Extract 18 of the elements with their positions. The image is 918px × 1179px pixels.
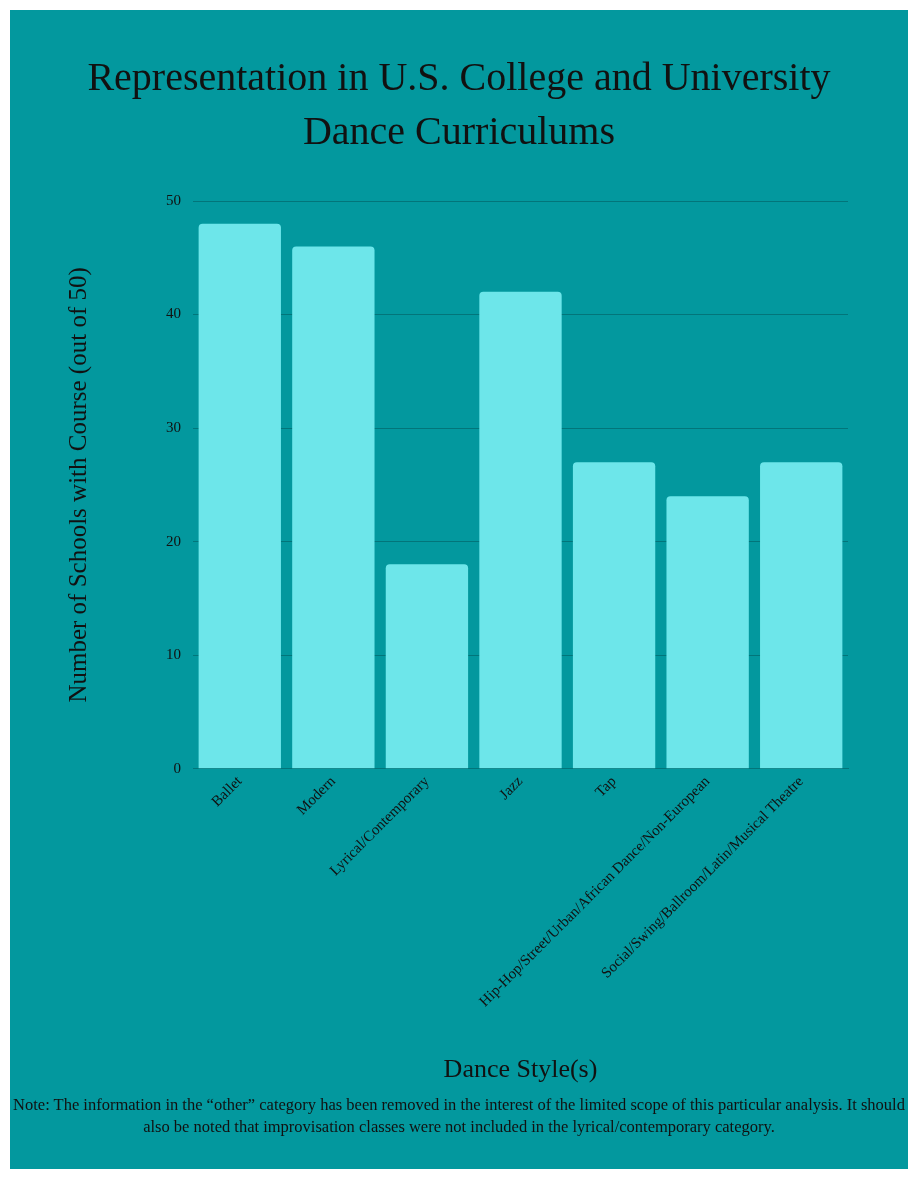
x-axis-title: Dance Style(s) [443, 1054, 598, 1084]
bar [760, 462, 843, 769]
bar [198, 223, 281, 769]
y-tick-label: 20 [166, 532, 181, 549]
bar [666, 496, 749, 769]
bar [385, 564, 469, 769]
y-tick-label: 40 [166, 305, 181, 322]
bar [292, 246, 375, 769]
y-axis-title: Number of Schools with Course (out of 50) [63, 267, 92, 703]
x-tick-label: Jazz [495, 772, 526, 803]
y-tick-label: 30 [166, 419, 181, 436]
y-tick-label: 10 [166, 646, 181, 663]
y-tick-label: 50 [166, 191, 181, 208]
chart-title: Representation in U.S. College and University Dance Curriculums [86, 53, 832, 155]
bar [479, 291, 562, 769]
text: Note: The information in the “other” category has been removed in the interest of the limited scope of this particular analysis. It should also be noted that improvisation classes were not included in the lyrical/contemporary category. [12, 1094, 906, 1138]
bar [572, 462, 656, 769]
y-tick-label: 0 [173, 759, 181, 776]
